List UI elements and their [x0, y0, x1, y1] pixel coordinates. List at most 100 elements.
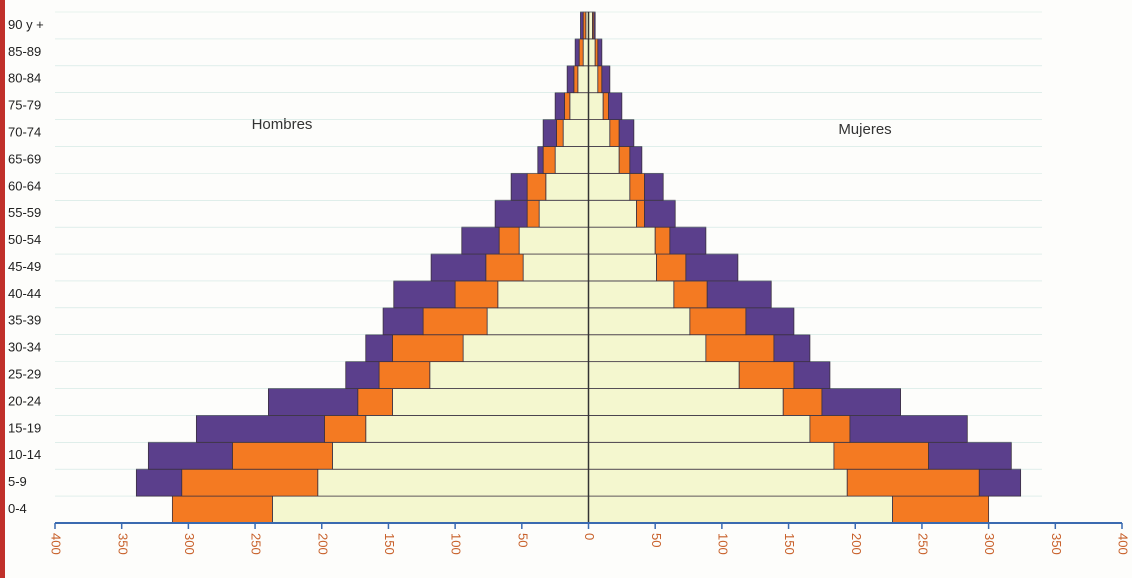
x-tick-label: 150: [382, 533, 397, 555]
bar-segment: [745, 307, 795, 336]
bar-segment: [706, 280, 772, 309]
x-tick-label: 50: [515, 533, 530, 547]
bar-segment: [608, 92, 623, 120]
age-label: 40-44: [8, 286, 41, 301]
x-tick-label: 150: [782, 533, 797, 555]
bar-segment: [588, 468, 848, 497]
bar-segment: [545, 172, 589, 201]
bar-segment: [569, 92, 589, 120]
age-label: 20-24: [8, 393, 41, 408]
bar-segment: [378, 361, 431, 389]
bar-segment: [601, 65, 611, 94]
age-label: 15-19: [8, 420, 41, 435]
x-tick-label: 400: [49, 533, 64, 555]
bar-segment: [365, 334, 393, 363]
bar-segment: [892, 495, 990, 524]
bar-segment: [454, 280, 499, 309]
bar-segment: [422, 307, 488, 336]
age-label: 85-89: [8, 44, 41, 59]
bar-segment: [644, 199, 676, 228]
left-label: Hombres: [252, 116, 313, 133]
bar-segment: [821, 388, 901, 416]
age-label: 65-69: [8, 151, 41, 166]
right-label: Mujeres: [838, 121, 891, 138]
x-tick-label: 300: [182, 533, 197, 555]
bar-segment: [267, 388, 359, 416]
age-label: 75-79: [8, 98, 41, 113]
bar-segment: [978, 468, 1022, 497]
bar-segment: [588, 388, 784, 416]
bar-segment: [429, 361, 589, 389]
bar-segment: [594, 38, 599, 67]
bar-segment: [554, 146, 589, 174]
bar-segment: [498, 226, 520, 255]
age-label: 70-74: [8, 124, 41, 139]
bar-segment: [556, 119, 564, 147]
bar-segment: [833, 441, 930, 470]
bar-segment: [317, 468, 589, 497]
bar-segment: [580, 11, 584, 40]
age-label: 45-49: [8, 259, 41, 274]
x-tick-label: 200: [315, 533, 330, 555]
bar-segment: [566, 65, 575, 94]
bar-segment: [644, 172, 664, 201]
bar-segment: [345, 361, 380, 389]
bar-segment: [597, 65, 603, 94]
bar-segment: [928, 441, 1012, 470]
bar-segment: [430, 253, 487, 282]
x-tick-label: 100: [715, 533, 730, 555]
bar-segment: [609, 119, 620, 147]
bar-segment: [171, 495, 273, 524]
bar-segment: [181, 468, 319, 497]
bar-segment: [685, 253, 739, 282]
bar-segment: [588, 146, 620, 174]
bar-segment: [542, 146, 556, 174]
bar-segment: [522, 253, 589, 282]
x-tick-label: 350: [1049, 533, 1064, 555]
bar-segment: [554, 92, 565, 120]
bar-segment: [588, 226, 656, 255]
bar-segment: [588, 334, 707, 363]
x-tick-label: 0: [582, 533, 597, 540]
bar-segment: [588, 92, 604, 120]
bar-segment: [510, 172, 528, 201]
age-label: 25-29: [8, 367, 41, 382]
bar-segment: [793, 361, 831, 389]
bar-segment: [654, 226, 671, 255]
bar-segment: [588, 199, 637, 228]
bar-segment: [636, 199, 645, 228]
bar-segment: [537, 146, 544, 174]
bar-segment: [357, 388, 393, 416]
bar-segment: [526, 199, 540, 228]
bar-segment: [588, 119, 611, 147]
bar-segment: [849, 415, 968, 443]
age-label: 55-59: [8, 205, 41, 220]
bar-segment: [738, 361, 795, 389]
bar-segment: [629, 172, 645, 201]
age-label: 30-34: [8, 340, 41, 355]
bar-segment: [135, 468, 183, 497]
bar-segment: [673, 280, 708, 309]
bar-segment: [382, 307, 424, 336]
bar-segment: [705, 334, 775, 363]
bar-segment: [573, 65, 579, 94]
age-label: 10-14: [8, 447, 41, 462]
x-tick-label: 350: [115, 533, 130, 555]
bar-segment: [526, 172, 547, 201]
bar-segment: [588, 280, 675, 309]
x-tick-label: 50: [649, 533, 664, 547]
edge-stripe: [0, 0, 5, 578]
bar-segment: [577, 65, 589, 94]
bar-segment: [588, 415, 811, 443]
bar-segment: [618, 119, 635, 147]
bar-segment: [542, 119, 557, 147]
age-label: 90 y +: [8, 17, 44, 32]
bar-segment: [629, 146, 643, 174]
bar-segment: [461, 226, 500, 255]
bar-segment: [393, 280, 456, 309]
bar-segment: [231, 441, 333, 470]
bar-segment: [809, 415, 851, 443]
x-tick-label: 300: [982, 533, 997, 555]
age-label: 60-64: [8, 178, 41, 193]
bar-segment: [582, 38, 589, 67]
